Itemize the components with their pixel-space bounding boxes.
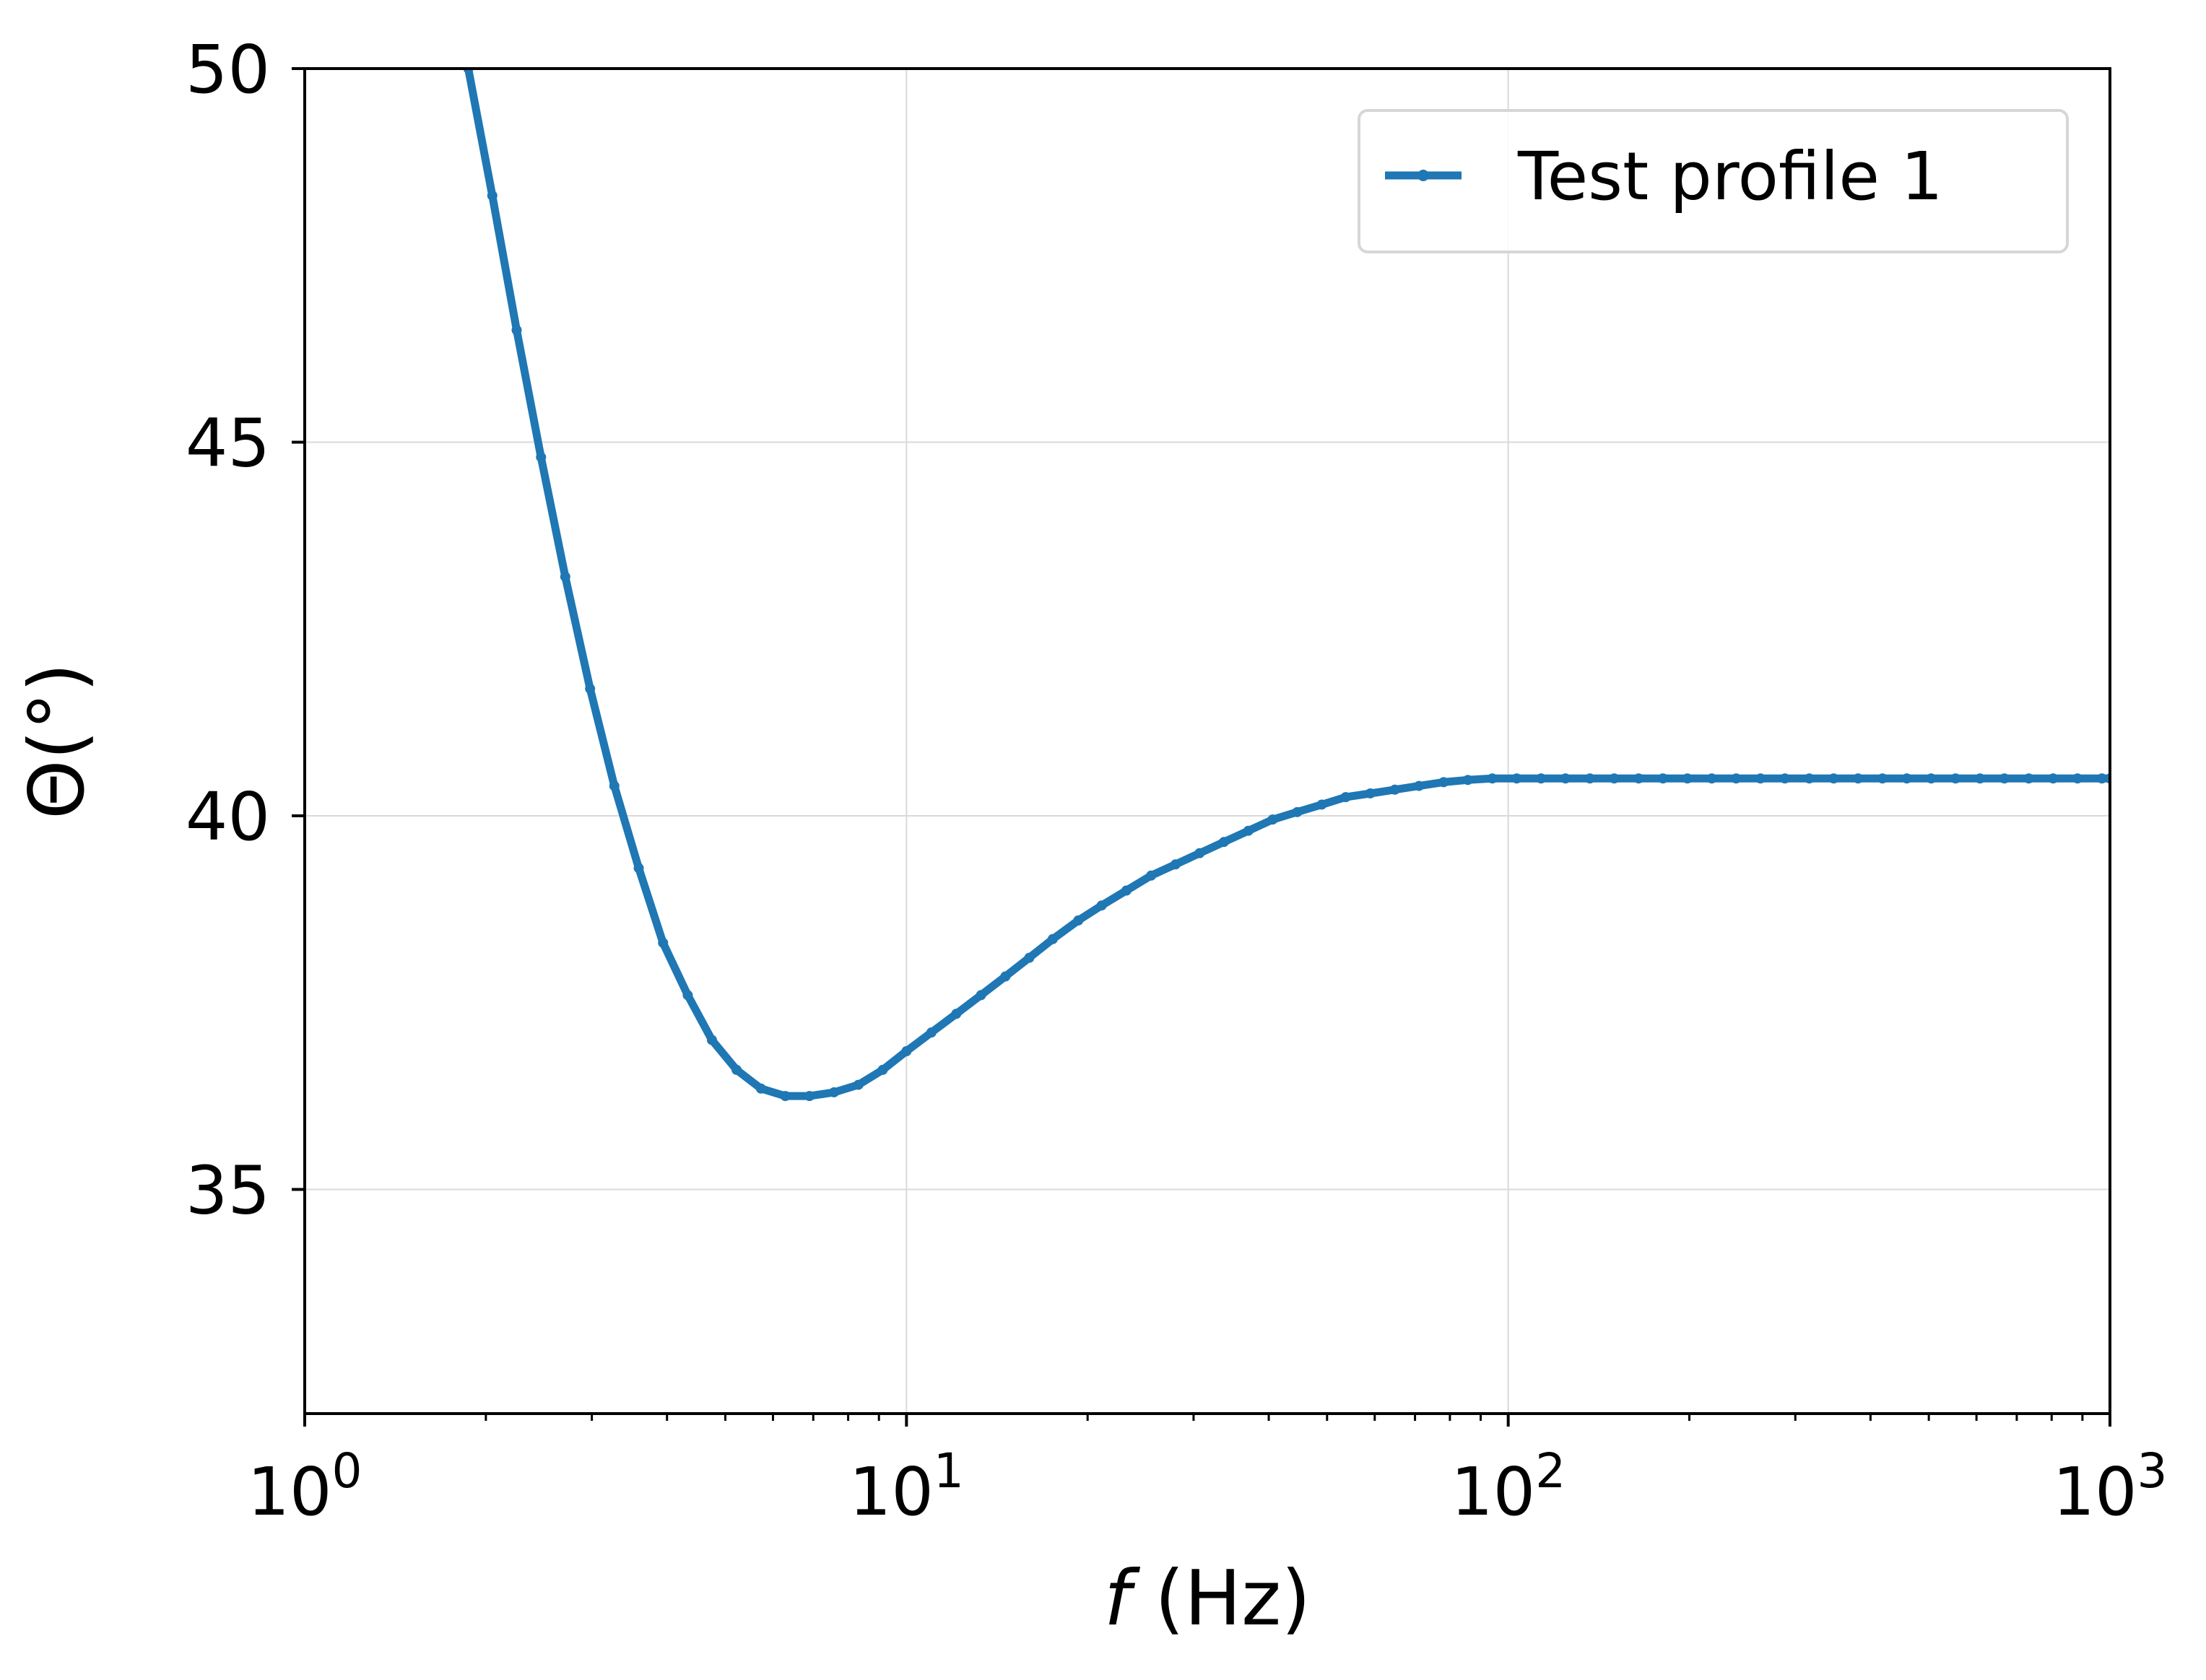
- y-tick-label: 45: [186, 405, 270, 482]
- y-tick-label: 40: [186, 778, 270, 856]
- series-point: [1755, 773, 1766, 784]
- series-point: [1121, 885, 1132, 896]
- series-point: [755, 1083, 766, 1094]
- x-tick-label: 100: [247, 1443, 362, 1531]
- series-point: [1999, 773, 2010, 784]
- series-point: [1219, 837, 1230, 848]
- legend-series-label: Test profile 1: [1517, 138, 1943, 215]
- series-point: [1974, 773, 1985, 784]
- series-point: [1267, 814, 1278, 825]
- series-point: [1047, 933, 1058, 944]
- series-point: [1901, 773, 1912, 784]
- series-point: [1828, 773, 1839, 784]
- series-point: [1389, 784, 1400, 795]
- y-tick-label: 35: [186, 1152, 270, 1229]
- series-point: [1146, 870, 1157, 881]
- x-axis-unit: (Hz): [1131, 1554, 1311, 1642]
- series-point: [1511, 773, 1522, 784]
- series-point: [976, 990, 986, 1001]
- y-tick-label: 50: [186, 31, 270, 108]
- series-point: [1340, 792, 1351, 803]
- series-point: [1365, 788, 1376, 798]
- series-point: [1560, 773, 1571, 784]
- series-point: [2072, 773, 2083, 784]
- series-point: [1096, 900, 1107, 911]
- series-point: [706, 1035, 717, 1045]
- series-point: [658, 937, 669, 948]
- series-point: [780, 1091, 791, 1102]
- series-point: [1194, 848, 1205, 858]
- series-point: [1657, 773, 1668, 784]
- legend: Test profile 1: [1358, 109, 2069, 253]
- series-point: [1584, 773, 1595, 784]
- series-point: [1682, 773, 1693, 784]
- series-point: [1414, 780, 1425, 791]
- ticks: 100 101 102 103 35 40 45 50: [186, 31, 2168, 1531]
- series-point: [511, 325, 522, 336]
- series-point: [731, 1064, 742, 1075]
- series-point: [853, 1079, 864, 1090]
- series-point: [1926, 773, 1937, 784]
- series-point: [1438, 777, 1449, 788]
- series-point: [829, 1087, 840, 1097]
- y-axis-title: Θ(°): [13, 663, 101, 819]
- legend-series-marker: [1417, 170, 1429, 181]
- series-point: [2096, 773, 2107, 784]
- series-point: [1073, 915, 1084, 926]
- series-point: [536, 452, 547, 463]
- series-point: [1170, 859, 1181, 870]
- series-point: [560, 571, 570, 582]
- series-point: [2023, 773, 2034, 784]
- series-point: [926, 1027, 937, 1038]
- series-point: [1316, 799, 1327, 810]
- series-point: [682, 990, 693, 1001]
- x-tick-label: 101: [849, 1443, 964, 1531]
- series-point: [1609, 773, 1620, 784]
- series-point: [1024, 952, 1035, 963]
- series-point: [1950, 773, 1961, 784]
- series-point: [1462, 775, 1473, 785]
- series-point: [901, 1046, 912, 1057]
- series-point: [585, 684, 596, 695]
- x-tick-label: 103: [2052, 1443, 2167, 1531]
- plot-frame: [303, 67, 2111, 1415]
- series-point: [1292, 806, 1303, 817]
- x-axis-title: f (Hz): [1104, 1554, 1311, 1642]
- series-point: [1487, 773, 1498, 784]
- series-point: [2048, 773, 2059, 784]
- series-point: [877, 1064, 888, 1075]
- grid: [305, 69, 2110, 1414]
- series-point: [1779, 773, 1790, 784]
- series-point: [1731, 773, 1742, 784]
- series-point: [1536, 773, 1547, 784]
- series-point: [487, 190, 498, 201]
- series-point: [1853, 773, 1864, 784]
- legend-box: [1358, 109, 2069, 253]
- series-point: [804, 1091, 815, 1102]
- series-point: [1877, 773, 1888, 784]
- series-point: [633, 863, 644, 874]
- series-point: [1804, 773, 1815, 784]
- series-point: [1000, 971, 1011, 982]
- series-point: [951, 1009, 962, 1019]
- x-tick-label: 102: [1451, 1443, 1566, 1531]
- series-point: [1633, 773, 1644, 784]
- series-point: [1243, 825, 1254, 836]
- series-point: [609, 780, 620, 791]
- series-point: [1706, 773, 1717, 784]
